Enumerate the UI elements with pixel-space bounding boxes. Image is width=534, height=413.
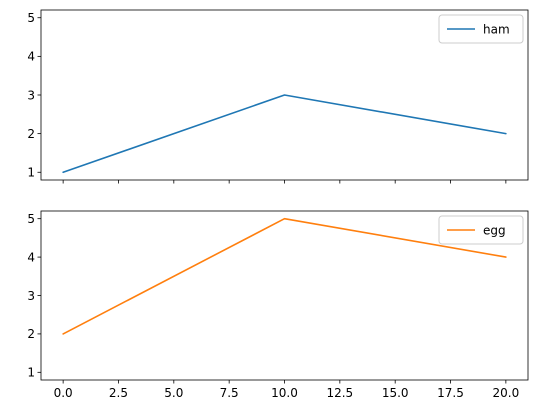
subplot-1: 1 2 3 4 5 ham xyxy=(27,9,529,184)
x-tick-label: 10.0 xyxy=(271,386,298,400)
y-tick-label: 2 xyxy=(27,127,35,141)
y-tick-label: 3 xyxy=(27,289,35,303)
legend: egg xyxy=(438,215,524,245)
x-tick-label: 15.0 xyxy=(382,386,409,400)
y-tick-label: 4 xyxy=(27,250,35,264)
x-tick-label: 5.0 xyxy=(164,386,183,400)
legend-box xyxy=(438,215,524,245)
y-tick-label: 3 xyxy=(27,88,35,102)
y-tick-label: 4 xyxy=(27,50,35,64)
x-tick-label: 17.5 xyxy=(437,386,464,400)
y-tick-label: 1 xyxy=(27,366,35,380)
y-tick-label: 2 xyxy=(27,327,35,341)
subplot-2: 1 2 3 4 5 0.0 2.5 5.0 7.5 10.0 12.5 15.0 17.5 20.0 egg xyxy=(27,210,529,400)
x-tick-label: 0.0 xyxy=(54,386,73,400)
y-tick-label: 1 xyxy=(27,166,35,180)
legend-label: egg xyxy=(483,223,506,237)
x-tick-label: 7.5 xyxy=(220,386,239,400)
x-tick-label: 12.5 xyxy=(326,386,353,400)
series-line-ham xyxy=(62,94,507,174)
legend-box xyxy=(438,14,524,44)
legend: ham xyxy=(438,14,524,44)
x-tick-label: 2.5 xyxy=(109,386,128,400)
x-tick-label: 20.0 xyxy=(493,386,520,400)
y-tick-label: 5 xyxy=(27,11,35,25)
legend-label: ham xyxy=(483,22,510,36)
y-tick-label: 5 xyxy=(27,212,35,226)
